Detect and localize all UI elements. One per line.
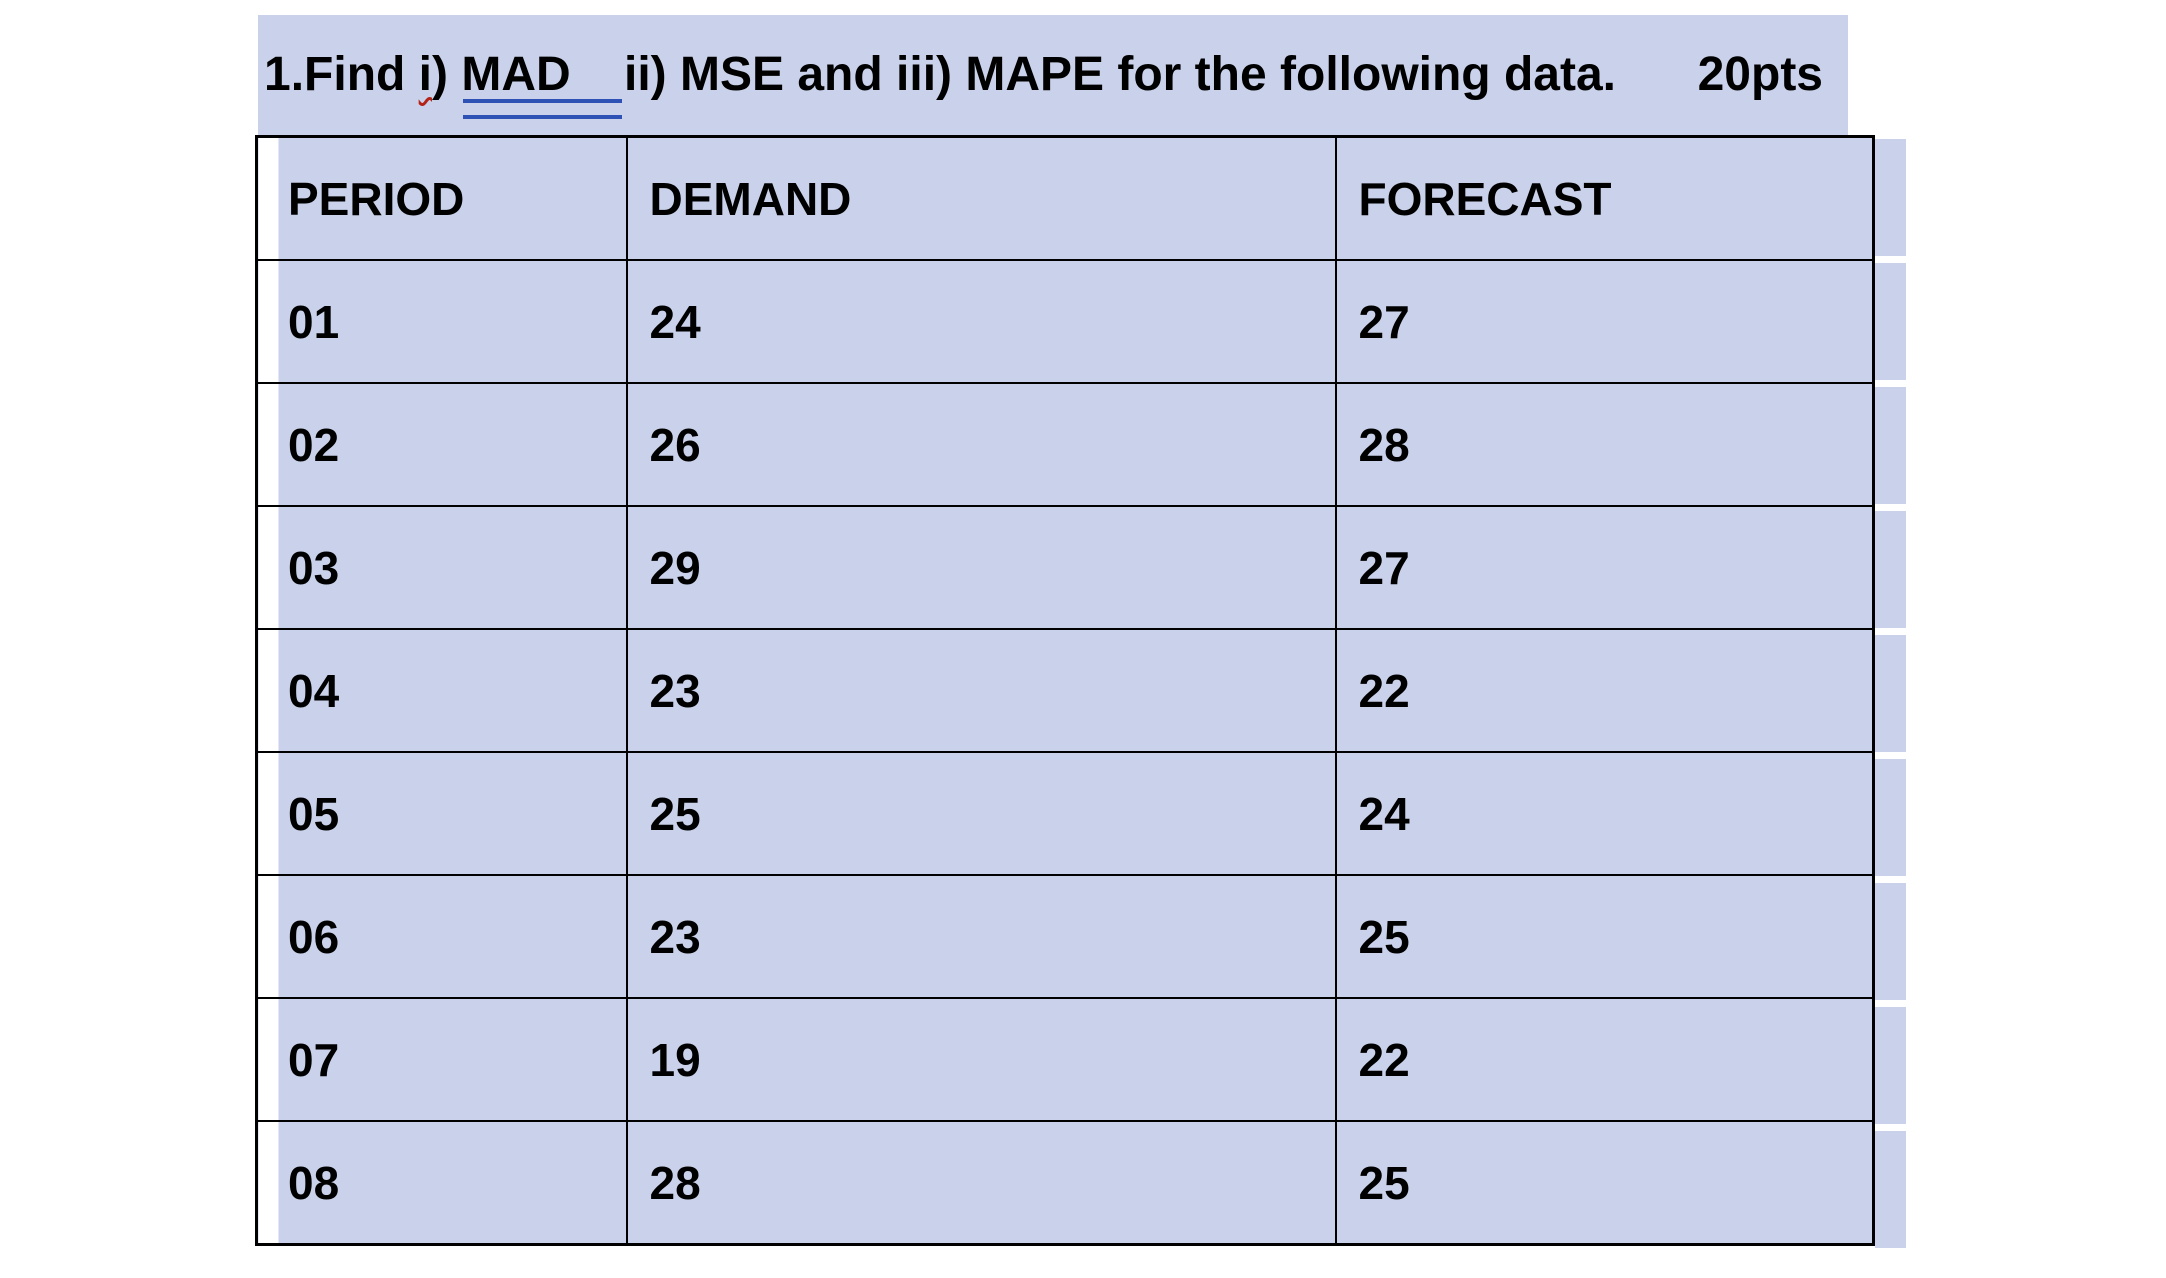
- cell-forecast: 25: [1334, 874, 1875, 999]
- cell-demand: 26: [625, 382, 1337, 507]
- cell-period: 04: [255, 628, 628, 753]
- selection-strip-segment: [1875, 1131, 1906, 1248]
- cell-demand: 24: [625, 259, 1337, 384]
- selection-strip-segment: [1875, 511, 1906, 628]
- cell-forecast: 24: [1334, 751, 1875, 876]
- cell-demand: 19: [625, 997, 1337, 1122]
- selection-strip-segment: [1875, 759, 1906, 876]
- selection-strip-segment: [1875, 1007, 1906, 1124]
- mad-term-double-underlined: MAD: [461, 48, 624, 119]
- table-row: 04 23 22: [255, 628, 1875, 753]
- forecast-data-table: PERIOD DEMAND FORECAST 01 24 27 02 26 28…: [255, 135, 1875, 1246]
- selection-strip-segment: [1875, 387, 1906, 504]
- table-row: 05 25 24: [255, 751, 1875, 876]
- table-row: 01 24 27: [255, 259, 1875, 384]
- table-row: 02 26 28: [255, 382, 1875, 507]
- selection-strip-segment: [1875, 635, 1906, 752]
- table-row: 06 23 25: [255, 874, 1875, 999]
- question-title: 1.Find i) MAD ii) MSE and iii) MAPE for …: [258, 15, 1848, 135]
- table-row: 03 29 27: [255, 505, 1875, 630]
- cell-forecast: 28: [1334, 382, 1875, 507]
- selection-strip-segment: [1875, 139, 1906, 256]
- cell-period: 08: [255, 1120, 628, 1246]
- cell-forecast: 25: [1334, 1120, 1875, 1246]
- cell-demand: 28: [625, 1120, 1337, 1246]
- table-row: 07 19 22: [255, 997, 1875, 1122]
- question-rest: ii) MSE and iii) MAPE for the following …: [624, 48, 1616, 101]
- cell-period: 03: [255, 505, 628, 630]
- selection-strip-segment: [1875, 263, 1906, 380]
- cell-demand: 23: [625, 874, 1337, 999]
- cell-period: 05: [255, 751, 628, 876]
- item-i-token: i: [418, 48, 433, 101]
- table-header-row: PERIOD DEMAND FORECAST: [255, 135, 1875, 261]
- cell-period: 06: [255, 874, 628, 999]
- selection-strip-segment: [1875, 883, 1906, 1000]
- header-period: PERIOD: [255, 135, 628, 261]
- cell-forecast: 22: [1334, 997, 1875, 1122]
- selection-strip: [1875, 139, 1906, 1248]
- question-text: 1.Find i) MAD ii) MSE and iii) MAPE for …: [264, 48, 1616, 119]
- cell-forecast: 22: [1334, 628, 1875, 753]
- points-label: 20pts: [1697, 48, 1823, 101]
- cell-demand: 25: [625, 751, 1337, 876]
- cell-demand: 29: [625, 505, 1337, 630]
- cell-period: 01: [255, 259, 628, 384]
- table-container: PERIOD DEMAND FORECAST 01 24 27 02 26 28…: [255, 135, 1875, 1246]
- header-demand: DEMAND: [625, 135, 1337, 261]
- cell-period: 02: [255, 382, 628, 507]
- cell-demand: 23: [625, 628, 1337, 753]
- cell-forecast: 27: [1334, 505, 1875, 630]
- cell-period: 07: [255, 997, 628, 1122]
- item-i-paren: ): [432, 48, 462, 101]
- table-row: 08 28 25: [255, 1120, 1875, 1246]
- header-forecast: FORECAST: [1334, 135, 1875, 261]
- cell-forecast: 27: [1334, 259, 1875, 384]
- question-prefix: 1.Find: [264, 48, 419, 101]
